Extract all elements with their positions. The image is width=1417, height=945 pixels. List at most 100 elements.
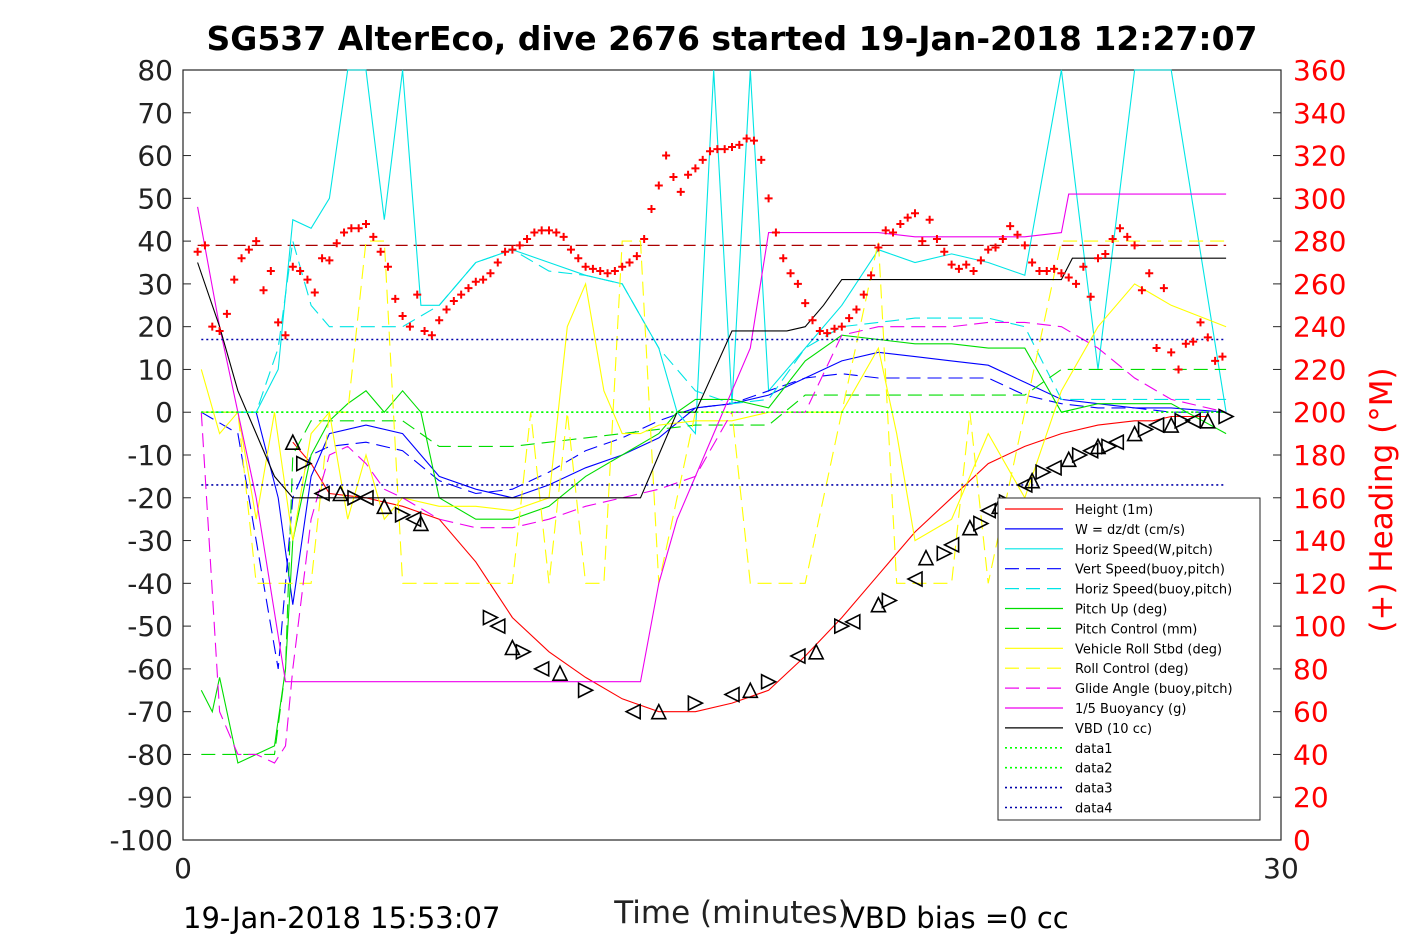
heading-point [1006,222,1015,231]
triangle-marker [532,660,550,678]
triangle-marker [515,643,533,661]
legend-label-1: W = dz/dt (cm/s) [1075,523,1185,538]
triangle-marker [1184,412,1201,430]
triangle-marker [332,484,349,502]
y-axis-left: 80 70 60 50 40 30 20 10 0 -10 -20 -30 -40 -50 -60 -70 -8… [109,54,191,857]
heading-point [991,243,1000,252]
heading-point [837,322,846,331]
heading-point [881,226,890,235]
heading-point [845,314,854,323]
heading-point [362,220,370,228]
triangle-marker [979,502,996,519]
heading-point [479,275,488,284]
y2-tick-label: 320 [1293,140,1346,173]
heading-point [896,220,905,228]
legend-label-11: VBD (10 cc) [1075,722,1152,737]
footer-timestamp: 19-Jan-2018 15:53:07 [183,901,500,935]
heading-point [435,316,444,325]
heading-point [486,269,495,278]
y2-tick-label: 100 [1293,610,1346,643]
y-tick-label: 30 [137,268,173,301]
legend-label-3: Vert Speed(buoy,pitch) [1075,563,1225,578]
heading-point [669,172,678,181]
triangle-marker [906,570,923,588]
heading-point [574,254,583,263]
legend-label-14: data3 [1075,782,1113,797]
heading-point [889,228,898,237]
legend-label-4: Horiz Speed(buoy,pitch) [1075,583,1232,598]
y-tick-label: 60 [137,140,173,173]
heading-point [618,262,627,271]
y-tick-label: 10 [137,353,173,386]
heading-point [449,297,458,305]
triangle-marker [482,609,500,626]
heading-point [274,318,283,327]
triangle-marker [376,497,393,515]
series-line-9 [200,321,1227,764]
heading-point [1115,224,1124,233]
heading-point [720,145,729,154]
heading-point [281,331,290,340]
legend-label-12: data1 [1075,742,1113,757]
heading-point [596,267,605,276]
triangle-marker [1071,446,1089,464]
heading-point [1196,318,1205,327]
heading-point [662,151,671,160]
y-tick-label: -60 [127,653,173,686]
heading-point [640,234,649,243]
y-tick-label: -30 [127,525,173,558]
heading-point [566,245,575,254]
heading-point [398,311,407,320]
legend-label-8: Roll Control (deg) [1075,662,1189,677]
triangle-marker [687,694,705,712]
heading-point [523,234,532,243]
heading-point [925,215,934,224]
heading-point [252,237,261,246]
heading-point [376,247,385,256]
heading-point [1086,292,1095,301]
y2-tick-label: 180 [1293,439,1346,472]
heading-point [1020,241,1029,250]
triangle-marker [760,673,778,691]
heading-point [288,262,297,271]
triangle-marker [412,514,430,532]
y2-tick-label: 140 [1293,525,1346,558]
legend-label-6: Pitch Control (mm) [1075,622,1197,637]
y2-tick-label: 160 [1293,482,1346,515]
triangle-marker [1147,416,1165,434]
heading-point [296,267,305,276]
y2-tick-label: 0 [1293,824,1311,857]
heading-point [918,237,927,246]
triangle-marker [1035,463,1052,481]
triangle-marker [936,545,954,562]
heading-point [1108,234,1117,243]
y-tick-label: 40 [137,225,173,258]
legend: Height (1m) W = dz/dt (cm/s) Horiz Speed(W… [997,497,1261,821]
triangle-marker [394,506,412,524]
series-line-10 [197,193,1227,683]
heading-point [405,322,414,331]
heading-point [259,286,268,295]
triangle-marker [404,510,422,528]
triangle-marker [973,515,990,532]
heading-point [530,228,539,237]
y-tick-label: -70 [127,696,173,729]
triangle-marker [313,485,330,502]
heading-point [786,269,795,278]
triangle-marker [1023,471,1041,489]
y2-tick-label: 220 [1293,353,1346,386]
triangle-marker [917,548,935,566]
triangle-marker [650,702,668,720]
x-tick-label: 0 [174,852,192,885]
triangle-marker [624,703,641,720]
heading-point [647,205,656,214]
y2-tick-label: 300 [1293,182,1346,215]
triangle-marker [1101,438,1118,455]
triangle-marker [742,681,759,699]
heading-point [940,247,949,256]
heading-point [208,322,217,331]
heading-point [1042,267,1051,276]
heading-point [1013,230,1022,239]
heading-point [332,239,341,248]
triangle-marker [723,686,740,703]
